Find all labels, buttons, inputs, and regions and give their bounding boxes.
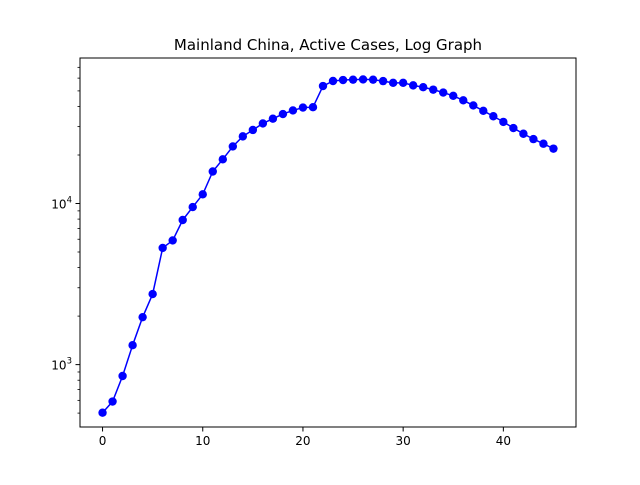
- data-point: [539, 139, 548, 148]
- data-point: [138, 312, 147, 322]
- y-tick-label: 103: [51, 357, 72, 373]
- data-point: [308, 103, 318, 112]
- data-point: [398, 78, 408, 88]
- data-point: [298, 103, 308, 112]
- x-tick-label: 30: [396, 434, 411, 448]
- data-point: [158, 243, 167, 253]
- data-point: [188, 202, 197, 212]
- data-point: [198, 190, 207, 199]
- data-point: [258, 119, 268, 128]
- data-point: [208, 167, 217, 176]
- data-point: [529, 134, 538, 144]
- data-point: [108, 397, 117, 406]
- x-tick-label: 10: [195, 434, 210, 448]
- series-line: [101, 78, 554, 414]
- data-point: [549, 144, 558, 153]
- data-point: [238, 132, 248, 141]
- data-point: [358, 75, 368, 84]
- data-point: [519, 129, 528, 138]
- data-point: [128, 340, 137, 350]
- data-point: [499, 117, 508, 127]
- data-point: [98, 408, 107, 417]
- data-point: [479, 106, 488, 116]
- data-point: [408, 81, 418, 90]
- data-point: [218, 155, 227, 164]
- x-tick-label: 20: [295, 434, 310, 448]
- data-point: [509, 123, 518, 133]
- x-tick-label: 40: [496, 434, 511, 448]
- chart-title: Mainland China, Active Cases, Log Graph: [174, 36, 482, 54]
- axes-frame: [79, 57, 577, 428]
- data-point: [148, 289, 157, 299]
- axes-layer: 0 10 20 30 40 103 104: [51, 57, 577, 448]
- data-point: [348, 75, 358, 84]
- data-point: [489, 112, 498, 121]
- data-point: [388, 78, 398, 88]
- data-point: [318, 81, 328, 91]
- data-point: [288, 106, 298, 115]
- data-point: [429, 85, 438, 94]
- data-point: [248, 125, 258, 135]
- data-point: [469, 101, 478, 110]
- data-point: [449, 91, 458, 101]
- data-point: [378, 76, 388, 86]
- data-point: [368, 75, 378, 84]
- data-point: [439, 88, 448, 97]
- data-point: [328, 76, 338, 86]
- data-point: [228, 142, 238, 151]
- data-point: [338, 75, 348, 85]
- data-point: [459, 96, 468, 105]
- data-point: [168, 236, 177, 245]
- x-tick-label: 0: [99, 434, 107, 448]
- data-point: [268, 114, 278, 123]
- data-point: [118, 371, 127, 381]
- data-point: [418, 83, 428, 92]
- data-point: [178, 215, 187, 225]
- y-tick-label: 104: [51, 196, 72, 212]
- data-point: [278, 109, 288, 119]
- series-layer: [98, 75, 558, 417]
